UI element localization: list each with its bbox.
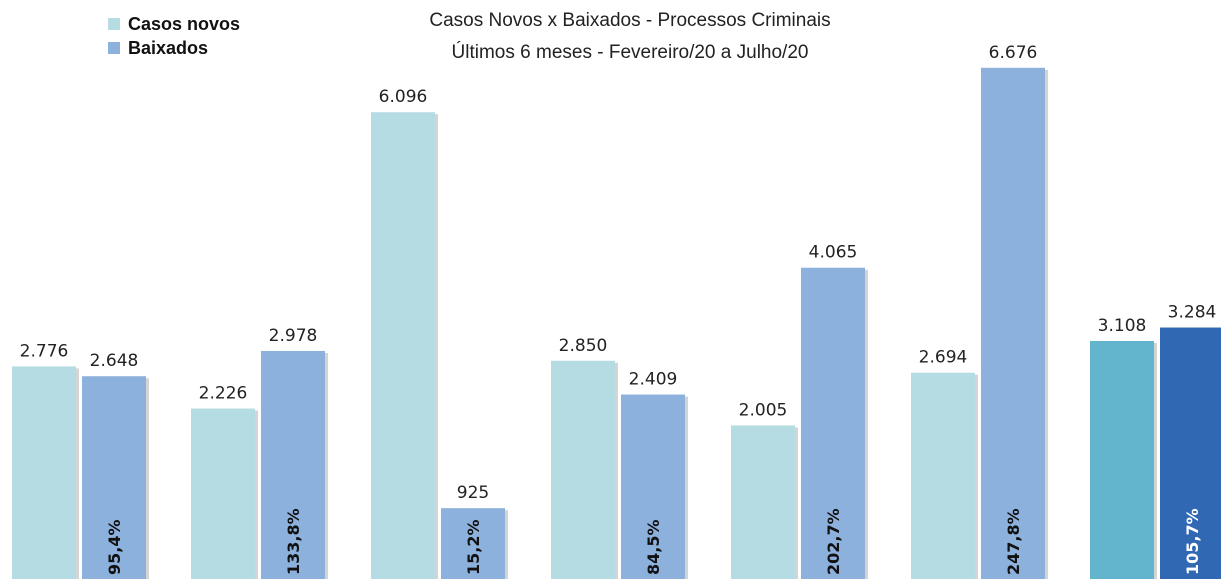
data-label: 4.065 [809, 243, 858, 263]
legend: Casos novos Baixados [108, 12, 240, 60]
ratio-label: 247,8% [1004, 508, 1023, 575]
legend-label-casos-novos: Casos novos [128, 13, 241, 34]
data-label: 2.648 [90, 351, 139, 371]
ratio-label: 15,2% [464, 519, 483, 575]
chart-title: Casos Novos x Baixados - Processos Crimi… [429, 10, 831, 31]
ratio-label: 105,7% [1183, 508, 1202, 575]
bar-casos-novos [371, 112, 435, 579]
data-label: 2.409 [629, 370, 678, 390]
bar-baixados [981, 67, 1045, 579]
legend-label-baixados: Baixados [128, 37, 209, 58]
data-label: 6.096 [379, 87, 428, 107]
legend-item-casos-novos: Casos novos [108, 12, 240, 36]
bar-baixados [621, 394, 685, 579]
legend-item-baixados: Baixados [108, 36, 240, 60]
data-label: 2.850 [559, 336, 608, 356]
bar-baixados [801, 267, 865, 579]
data-label: 2.226 [199, 384, 248, 404]
bar-casos-novos [551, 360, 615, 579]
ratio-label: 202,7% [824, 508, 843, 575]
bar-casos-novos [191, 408, 255, 579]
data-label: 2.005 [739, 400, 788, 420]
data-label: 2.978 [269, 326, 318, 346]
bar-casos-novos [731, 425, 795, 579]
ratio-label: 84,5% [644, 519, 663, 575]
data-label: 2.694 [919, 348, 968, 368]
data-label: 3.284 [1168, 303, 1217, 323]
data-label: 925 [457, 483, 489, 503]
data-label: 6.676 [989, 43, 1038, 63]
chart-subtitle: Últimos 6 meses - Fevereiro/20 a Julho/2… [451, 42, 809, 63]
ratio-label: 95,4% [105, 519, 124, 575]
bar-baixados [82, 376, 146, 579]
bar-casos-novos [12, 366, 76, 579]
ratio-label: 133,8% [284, 508, 303, 575]
bar-casos-novos [1090, 341, 1154, 579]
bar-baixados [261, 350, 325, 579]
bar-baixados [441, 508, 505, 579]
legend-swatch-casos-novos [108, 18, 120, 30]
data-label: 3.108 [1098, 316, 1147, 336]
bar-casos-novos [911, 372, 975, 579]
data-label: 2.776 [20, 341, 69, 361]
bar-baixados [1160, 327, 1221, 579]
legend-swatch-baixados [108, 42, 120, 54]
